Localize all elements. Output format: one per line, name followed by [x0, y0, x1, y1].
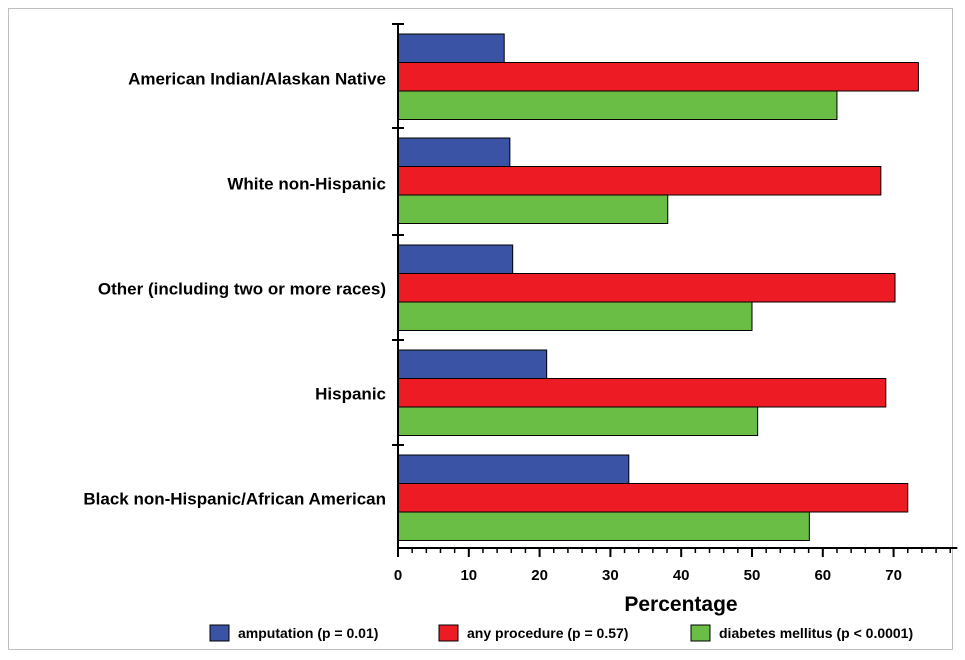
- bar-2-2: [397, 301, 753, 331]
- bar-0-2: [397, 90, 838, 120]
- bar-2-0: [397, 244, 514, 274]
- bar-2-1: [397, 273, 896, 303]
- bar-3-2: [397, 406, 759, 436]
- category-label: Other (including two or more races): [98, 279, 386, 298]
- legend-label: any procedure (p = 0.57): [467, 625, 628, 641]
- bar-1-2: [397, 194, 669, 224]
- legend-swatch: [209, 624, 230, 642]
- x-tick-label: 60: [814, 567, 831, 584]
- x-axis-title: Percentage: [624, 593, 737, 616]
- legend: amputation (p = 0.01) any procedure (p = …: [209, 624, 913, 642]
- legend-label: amputation (p = 0.01): [238, 625, 378, 641]
- bar-1-1: [397, 166, 882, 196]
- bar-1-0: [397, 137, 511, 167]
- bar-0-1: [397, 62, 919, 92]
- x-tick-label: 50: [744, 567, 761, 584]
- axes-layer: [397, 24, 958, 549]
- x-tick-label: 0: [394, 567, 402, 584]
- bar-3-1: [397, 378, 887, 408]
- bars-layer: [397, 33, 919, 541]
- category-labels: American Indian/Alaskan Native White non-…: [83, 69, 386, 508]
- category-label: American Indian/Alaskan Native: [128, 69, 386, 88]
- bar-4-0: [397, 454, 630, 484]
- x-tick-label: 40: [673, 567, 690, 584]
- bar-0-0: [397, 33, 505, 63]
- bar-4-2: [397, 511, 810, 541]
- x-tick-label: 70: [885, 567, 902, 584]
- category-label: Hispanic: [315, 384, 386, 403]
- bar-4-1: [397, 483, 909, 513]
- legend-swatch: [690, 624, 711, 642]
- category-label: White non-Hispanic: [227, 174, 386, 193]
- bar-3-0: [397, 349, 548, 379]
- x-tick-label: 30: [602, 567, 619, 584]
- x-tick-label: 20: [531, 567, 548, 584]
- x-tick-label: 10: [460, 567, 477, 584]
- category-label: Black non-Hispanic/African American: [83, 489, 386, 508]
- legend-label: diabetes mellitus (p < 0.0001): [719, 625, 913, 641]
- ticks-layer: 0 10 20 30 40 50 60 70: [392, 23, 951, 584]
- legend-swatch: [438, 624, 459, 642]
